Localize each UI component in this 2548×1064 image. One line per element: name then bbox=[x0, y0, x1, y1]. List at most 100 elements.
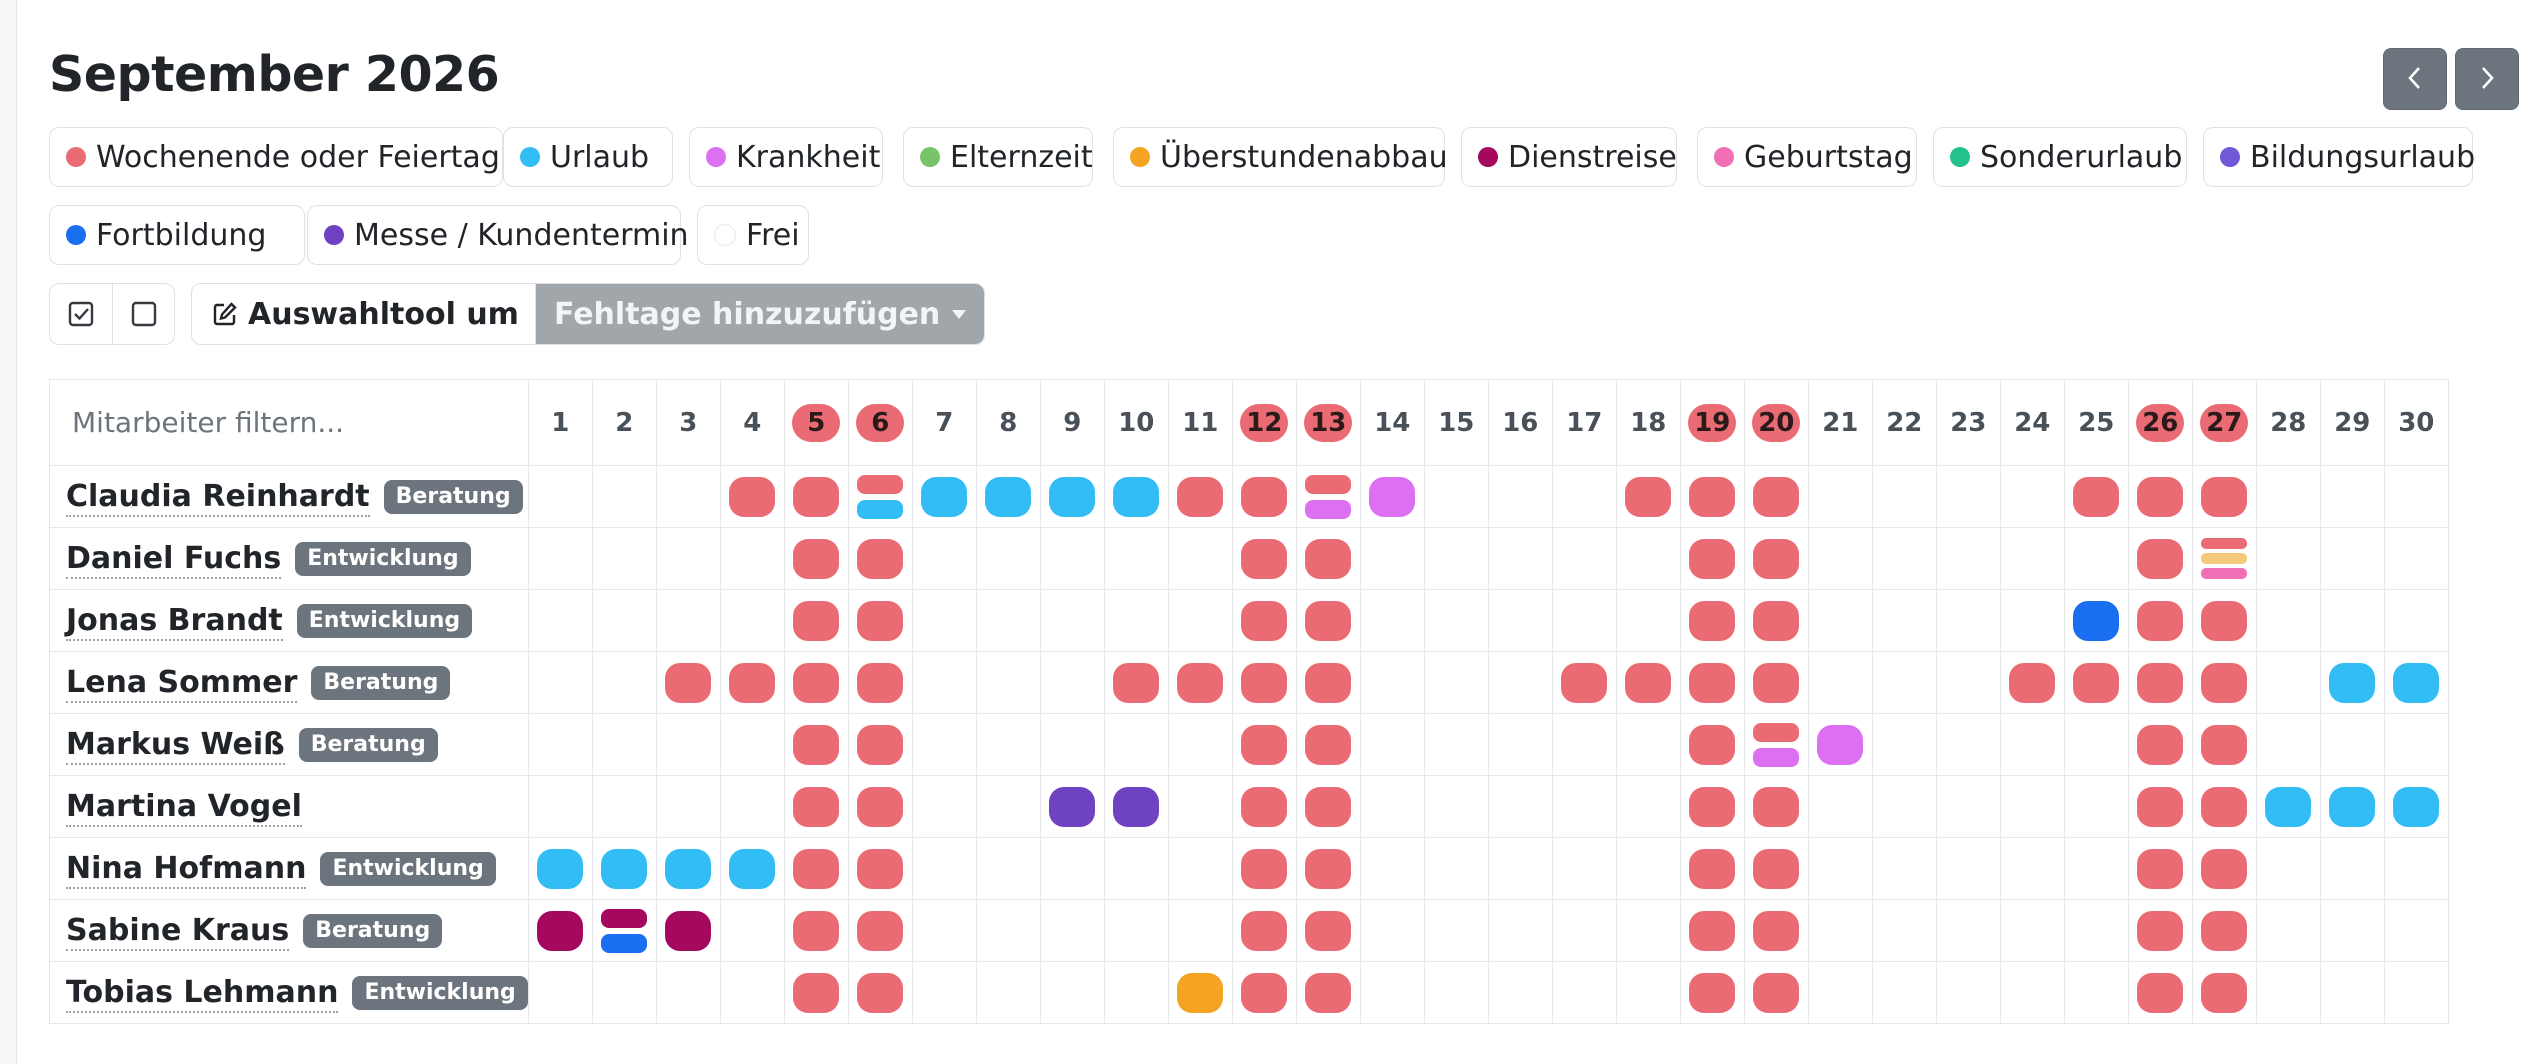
day-cell[interactable] bbox=[2319, 589, 2385, 652]
day-cell[interactable] bbox=[2255, 651, 2321, 714]
day-cell[interactable] bbox=[975, 589, 1041, 652]
day-cell[interactable] bbox=[1487, 589, 1553, 652]
day-cell[interactable] bbox=[1359, 589, 1425, 652]
day-cell[interactable] bbox=[655, 899, 721, 962]
day-cell[interactable] bbox=[1359, 837, 1425, 900]
day-cell[interactable] bbox=[911, 527, 977, 590]
prev-month-button[interactable] bbox=[2383, 48, 2447, 110]
day-cell[interactable] bbox=[591, 713, 657, 776]
day-cell[interactable] bbox=[847, 465, 913, 528]
day-header[interactable]: 25 bbox=[2063, 379, 2129, 466]
day-header[interactable]: 24 bbox=[1999, 379, 2065, 466]
day-cell[interactable] bbox=[1999, 775, 2065, 838]
day-cell[interactable] bbox=[1231, 899, 1297, 962]
day-cell[interactable] bbox=[1935, 837, 2001, 900]
day-cell[interactable] bbox=[2191, 899, 2257, 962]
employee-name-link[interactable]: Jonas Brandt bbox=[66, 603, 283, 641]
day-cell[interactable] bbox=[655, 961, 721, 1024]
day-cell[interactable] bbox=[1423, 651, 1489, 714]
day-cell[interactable] bbox=[591, 651, 657, 714]
day-cell[interactable] bbox=[1359, 899, 1425, 962]
absence-type-dropdown[interactable]: Fehltage hinzuzufügen bbox=[534, 284, 985, 344]
day-cell[interactable] bbox=[1871, 465, 1937, 528]
day-cell[interactable] bbox=[975, 961, 1041, 1024]
day-header[interactable]: 13 bbox=[1295, 379, 1361, 466]
day-cell[interactable] bbox=[2319, 899, 2385, 962]
day-cell[interactable] bbox=[2255, 589, 2321, 652]
day-cell[interactable] bbox=[1487, 961, 1553, 1024]
day-cell[interactable] bbox=[1167, 899, 1233, 962]
day-cell[interactable] bbox=[1167, 589, 1233, 652]
day-header[interactable]: 19 bbox=[1679, 379, 1745, 466]
day-cell[interactable] bbox=[1423, 775, 1489, 838]
day-cell[interactable] bbox=[591, 465, 657, 528]
day-cell[interactable] bbox=[1999, 899, 2065, 962]
day-cell[interactable] bbox=[1039, 651, 1105, 714]
day-cell[interactable] bbox=[1807, 527, 1873, 590]
day-cell[interactable] bbox=[847, 775, 913, 838]
day-cell[interactable] bbox=[1039, 589, 1105, 652]
day-cell[interactable] bbox=[1295, 651, 1361, 714]
day-cell[interactable] bbox=[2063, 961, 2129, 1024]
day-cell[interactable] bbox=[1743, 651, 1809, 714]
day-cell[interactable] bbox=[1615, 899, 1681, 962]
day-cell[interactable] bbox=[783, 961, 849, 1024]
day-cell[interactable] bbox=[2063, 465, 2129, 528]
day-cell[interactable] bbox=[1295, 589, 1361, 652]
day-cell[interactable] bbox=[527, 713, 593, 776]
day-header[interactable]: 16 bbox=[1487, 379, 1553, 466]
day-cell[interactable] bbox=[1039, 713, 1105, 776]
day-cell[interactable] bbox=[527, 651, 593, 714]
day-header[interactable]: 22 bbox=[1871, 379, 1937, 466]
day-cell[interactable] bbox=[655, 837, 721, 900]
day-cell[interactable] bbox=[1103, 589, 1169, 652]
day-cell[interactable] bbox=[527, 527, 593, 590]
day-cell[interactable] bbox=[2319, 527, 2385, 590]
day-cell[interactable] bbox=[1103, 713, 1169, 776]
day-cell[interactable] bbox=[1807, 589, 1873, 652]
day-cell[interactable] bbox=[2127, 837, 2193, 900]
day-cell[interactable] bbox=[1423, 589, 1489, 652]
day-cell[interactable] bbox=[719, 651, 785, 714]
day-cell[interactable] bbox=[2319, 713, 2385, 776]
day-cell[interactable] bbox=[1871, 961, 1937, 1024]
day-cell[interactable] bbox=[1231, 651, 1297, 714]
day-cell[interactable] bbox=[1551, 899, 1617, 962]
day-header[interactable]: 9 bbox=[1039, 379, 1105, 466]
employee-name-link[interactable]: Markus Weiß bbox=[66, 727, 285, 765]
day-cell[interactable] bbox=[975, 899, 1041, 962]
day-cell[interactable] bbox=[2191, 465, 2257, 528]
day-cell[interactable] bbox=[1615, 527, 1681, 590]
day-cell[interactable] bbox=[1231, 465, 1297, 528]
day-cell[interactable] bbox=[719, 899, 785, 962]
day-cell[interactable] bbox=[1231, 961, 1297, 1024]
day-cell[interactable] bbox=[1743, 775, 1809, 838]
day-cell[interactable] bbox=[1359, 465, 1425, 528]
day-cell[interactable] bbox=[1231, 775, 1297, 838]
day-cell[interactable] bbox=[2255, 899, 2321, 962]
day-cell[interactable] bbox=[1103, 465, 1169, 528]
day-cell[interactable] bbox=[527, 775, 593, 838]
day-cell[interactable] bbox=[1999, 651, 2065, 714]
employee-name-link[interactable]: Daniel Fuchs bbox=[66, 541, 282, 579]
day-cell[interactable] bbox=[1999, 713, 2065, 776]
day-cell[interactable] bbox=[2383, 961, 2449, 1024]
day-cell[interactable] bbox=[1103, 837, 1169, 900]
day-cell[interactable] bbox=[2383, 527, 2449, 590]
day-cell[interactable] bbox=[847, 899, 913, 962]
day-cell[interactable] bbox=[1615, 465, 1681, 528]
day-cell[interactable] bbox=[1359, 775, 1425, 838]
day-cell[interactable] bbox=[591, 589, 657, 652]
day-cell[interactable] bbox=[1167, 837, 1233, 900]
day-cell[interactable] bbox=[2383, 899, 2449, 962]
day-cell[interactable] bbox=[1743, 837, 1809, 900]
day-cell[interactable] bbox=[1551, 775, 1617, 838]
next-month-button[interactable] bbox=[2455, 48, 2519, 110]
day-cell[interactable] bbox=[783, 527, 849, 590]
day-cell[interactable] bbox=[1423, 465, 1489, 528]
day-cell[interactable] bbox=[1167, 465, 1233, 528]
day-cell[interactable] bbox=[2255, 837, 2321, 900]
day-cell[interactable] bbox=[975, 527, 1041, 590]
day-cell[interactable] bbox=[1039, 775, 1105, 838]
day-header[interactable]: 2 bbox=[591, 379, 657, 466]
